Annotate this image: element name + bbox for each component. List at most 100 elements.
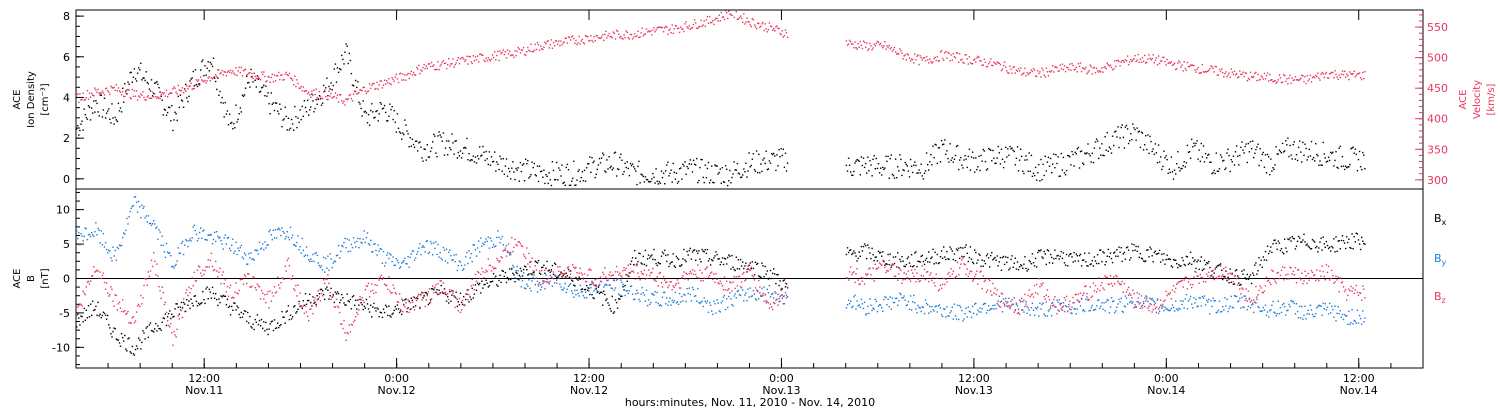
data-point [936, 305, 937, 306]
data-point [287, 310, 288, 311]
data-point [209, 266, 210, 267]
data-point [1285, 140, 1286, 141]
data-point [102, 275, 103, 276]
data-point [1040, 308, 1041, 309]
data-point [1205, 304, 1206, 305]
data-point [719, 15, 720, 16]
data-point [567, 164, 568, 165]
data-point [1098, 263, 1099, 264]
data-point [866, 258, 867, 259]
data-point [747, 170, 748, 171]
data-point [898, 300, 899, 301]
data-point [1243, 269, 1244, 270]
data-point [1048, 157, 1049, 158]
data-point [630, 163, 631, 164]
data-point [967, 316, 968, 317]
data-point [363, 100, 364, 101]
data-point [248, 253, 249, 254]
data-point [289, 73, 290, 74]
data-point [693, 24, 694, 25]
data-point [557, 179, 558, 180]
data-point [599, 158, 600, 159]
data-point [1273, 169, 1274, 170]
data-point [853, 47, 854, 48]
data-point [1079, 66, 1080, 67]
data-point [132, 346, 133, 347]
data-point [1055, 154, 1056, 155]
data-point [731, 304, 732, 305]
right-tick-label: 450 [1427, 82, 1448, 95]
data-point [250, 252, 251, 253]
data-point [144, 80, 145, 81]
data-point [84, 108, 85, 109]
data-point [137, 305, 138, 306]
data-point [500, 158, 501, 159]
data-point [489, 248, 490, 249]
data-point [636, 290, 637, 291]
data-point [1022, 301, 1023, 302]
data-point [1014, 263, 1015, 264]
data-point [472, 288, 473, 289]
data-point [560, 286, 561, 287]
data-point [1192, 257, 1193, 258]
data-point [1183, 260, 1184, 261]
data-point [351, 308, 352, 309]
data-point [682, 258, 683, 259]
data-point [980, 311, 981, 312]
data-point [714, 255, 715, 256]
data-point [756, 150, 757, 151]
data-point [899, 259, 900, 260]
data-point [328, 283, 329, 284]
data-point [130, 351, 131, 352]
data-point [258, 324, 259, 325]
data-point [216, 89, 217, 90]
data-point [471, 299, 472, 300]
data-point [225, 234, 226, 235]
data-point [901, 53, 902, 54]
data-point [333, 85, 334, 86]
data-point [107, 315, 108, 316]
data-point [447, 64, 448, 65]
data-point [1124, 252, 1125, 253]
data-point [730, 182, 731, 183]
data-point [708, 312, 709, 313]
data-point [720, 264, 721, 265]
data-point [622, 38, 623, 39]
data-point [589, 40, 590, 41]
data-point [1224, 276, 1225, 277]
data-point [591, 157, 592, 158]
data-point [1342, 235, 1343, 236]
data-point [499, 242, 500, 243]
data-point [555, 179, 556, 180]
data-point [1005, 147, 1006, 148]
data-point [868, 170, 869, 171]
data-point [1149, 136, 1150, 137]
data-point [273, 330, 274, 331]
data-point [1075, 69, 1076, 70]
data-point [233, 123, 234, 124]
data-point [205, 288, 206, 289]
data-point [303, 305, 304, 306]
data-point [227, 72, 228, 73]
data-point [599, 293, 600, 294]
data-point [1046, 301, 1047, 302]
data-point [259, 242, 260, 243]
data-point [916, 266, 917, 267]
data-point [86, 228, 87, 229]
data-point [1026, 159, 1027, 160]
data-point [458, 152, 459, 153]
data-point [953, 161, 954, 162]
data-point [939, 60, 940, 61]
data-point [1031, 69, 1032, 70]
data-point [787, 37, 788, 38]
data-point [1078, 147, 1079, 148]
data-point [980, 60, 981, 61]
data-point [84, 292, 85, 293]
data-point [189, 85, 190, 86]
data-point [1098, 158, 1099, 159]
data-point [1004, 304, 1005, 305]
data-point [162, 322, 163, 323]
data-point [714, 303, 715, 304]
data-point [127, 223, 128, 224]
data-point [1278, 79, 1279, 80]
